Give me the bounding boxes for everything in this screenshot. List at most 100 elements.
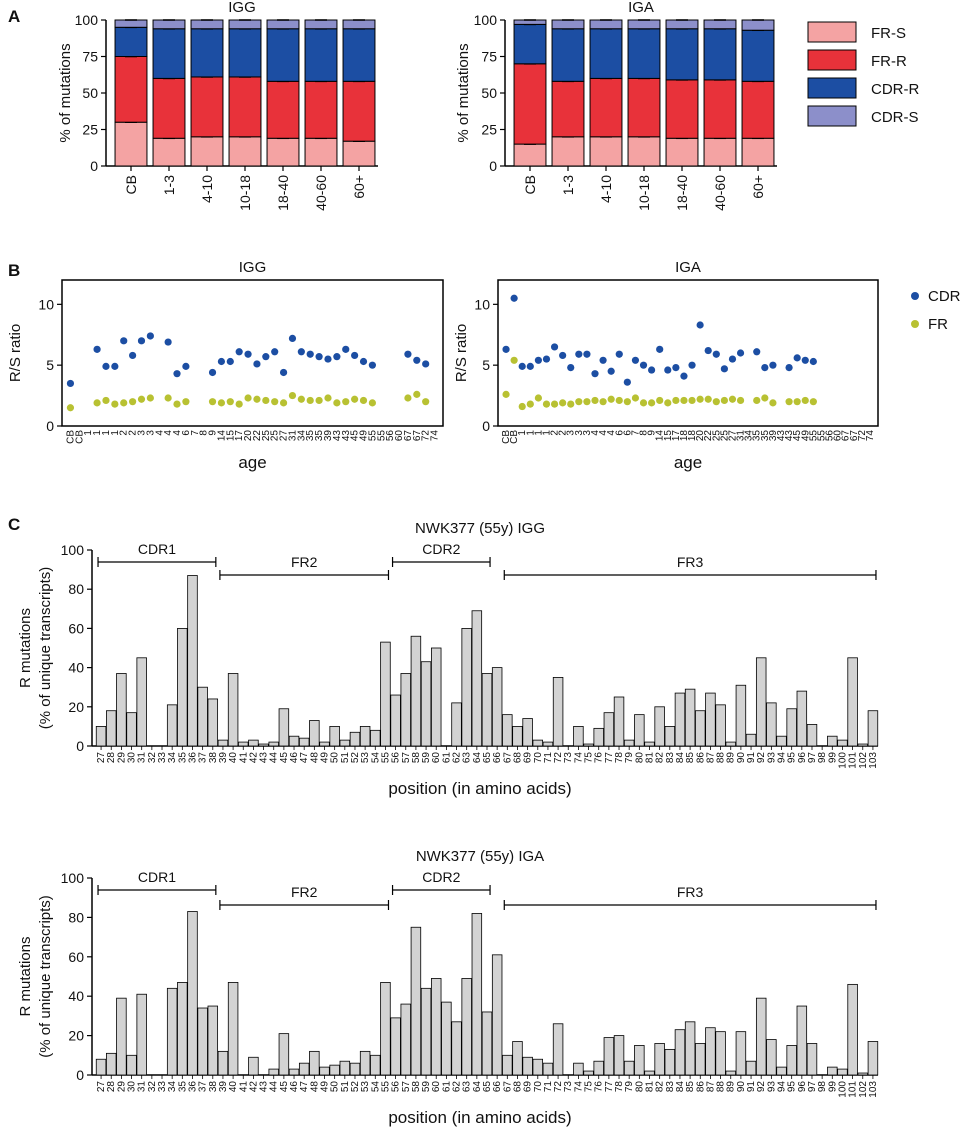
position-bar: [623, 739, 635, 747]
position-bar: [623, 1060, 635, 1076]
position-bar: [420, 661, 432, 747]
bar-segment-fr-r: [703, 79, 737, 139]
region-label: FR2: [291, 554, 318, 570]
x-tick-label: 79: [624, 752, 635, 764]
point-fr: [542, 400, 551, 408]
x-tick-label: 87: [705, 1081, 716, 1093]
point-cdr: [575, 350, 583, 358]
x-tick-label: 1: [541, 430, 552, 436]
y-tick-label: 60: [68, 620, 84, 636]
x-tick-label: 94: [777, 752, 788, 764]
x-tick-label: 50: [330, 1081, 341, 1093]
x-tick-label: 47: [299, 752, 310, 764]
x-tick-label: 60: [394, 430, 405, 442]
y-tick-label: 75: [82, 49, 98, 65]
point-cdr: [422, 360, 430, 368]
point-fr: [639, 399, 648, 407]
x-tick-label: CB: [522, 175, 538, 194]
x-tick-label: 74: [573, 752, 584, 764]
x-tick-label: 45: [792, 430, 803, 442]
position-bar: [745, 733, 757, 747]
x-tick-label: 62: [452, 1081, 463, 1093]
point-cdr: [120, 337, 128, 345]
x-tick-label: 102: [858, 1081, 869, 1098]
x-tick-label: 43: [259, 752, 270, 764]
x-tick-label: 48: [309, 1081, 320, 1093]
position-bar: [867, 710, 879, 747]
plot-frame: [497, 279, 879, 427]
point-cdr: [712, 350, 720, 358]
y-axis-label: R/S ratio: [7, 324, 24, 382]
x-tick-label: 45: [279, 1081, 290, 1093]
y-tick-label: 0: [76, 738, 84, 754]
x-tick-label: 4: [590, 430, 601, 436]
bar-segment-fr-s: [342, 140, 376, 167]
position-bar: [441, 1001, 452, 1076]
point-fr: [526, 400, 534, 408]
y-tick-label: 0: [76, 1067, 84, 1083]
position-bar: [593, 727, 604, 747]
x-tick-label: 83: [665, 1081, 676, 1093]
point-cdr: [244, 350, 252, 358]
position-bar: [552, 677, 564, 747]
position-bar: [187, 911, 198, 1076]
position-bar: [847, 657, 858, 747]
position-bar: [278, 1033, 290, 1076]
position-bar: [339, 739, 351, 747]
x-tick-label: 1-3: [560, 175, 576, 195]
position-bar: [451, 1021, 462, 1076]
x-axis-label: position (in amino acids): [388, 779, 571, 798]
x-tick-label: CB: [65, 430, 76, 444]
x-tick-label: 3: [136, 430, 147, 436]
position-bar: [400, 673, 411, 747]
y-tick-label: 100: [75, 12, 99, 28]
bar-segment-cdr-s: [190, 19, 224, 30]
x-tick-label: 78: [614, 1081, 625, 1093]
x-tick-label: 93: [766, 1081, 777, 1093]
x-tick-label: 36: [187, 752, 198, 764]
x-tick-label: 96: [797, 752, 808, 764]
x-tick-label: 32: [147, 752, 158, 764]
x-tick-label: 99: [827, 752, 838, 764]
position-bar: [837, 1068, 848, 1076]
position-bar: [552, 1023, 564, 1076]
bar-segment-fr-r: [304, 80, 338, 139]
y-tick-label: 0: [482, 418, 490, 434]
x-tick-label: 64: [472, 1081, 483, 1093]
x-tick-label: 54: [370, 1081, 381, 1093]
position-bar: [227, 982, 239, 1076]
y-tick-label: 100: [474, 12, 498, 28]
position-bar: [238, 741, 249, 747]
x-tick-label: 2: [128, 430, 139, 436]
x-tick-label: 25: [719, 430, 730, 442]
point-cdr: [753, 348, 761, 356]
position-bar: [166, 987, 178, 1076]
x-tick-label: 10-18: [237, 175, 253, 211]
position-bar: [288, 1068, 300, 1076]
x-tick-label: 20: [695, 430, 706, 442]
point-fr: [306, 396, 314, 405]
position-bar: [502, 1054, 513, 1076]
x-tick-label: 2: [119, 430, 130, 436]
x-tick-label: 18-40: [674, 175, 690, 211]
x-tick-label: 67: [412, 430, 423, 442]
x-tick-label: 1: [110, 430, 121, 436]
x-tick-label: 22: [703, 430, 714, 442]
position-bar: [491, 954, 503, 1076]
x-tick-label: 1: [92, 430, 103, 436]
x-tick-label: 68: [512, 1081, 523, 1093]
position-bar: [674, 1029, 686, 1076]
bar-segment-cdr-s: [152, 19, 186, 30]
point-cdr: [217, 357, 226, 366]
position-bar: [867, 1041, 879, 1076]
x-tick-label: 97: [807, 752, 818, 764]
x-tick-label: 73: [563, 752, 574, 764]
x-tick-label: 25: [270, 430, 281, 442]
position-bar: [359, 726, 371, 747]
x-tick-label: 73: [563, 1081, 574, 1093]
point-fr: [217, 399, 226, 407]
position-bar: [278, 708, 290, 747]
y-tick-label: 25: [481, 122, 497, 138]
x-tick-label: CB: [74, 430, 85, 444]
panel-label-a: A: [8, 7, 20, 26]
